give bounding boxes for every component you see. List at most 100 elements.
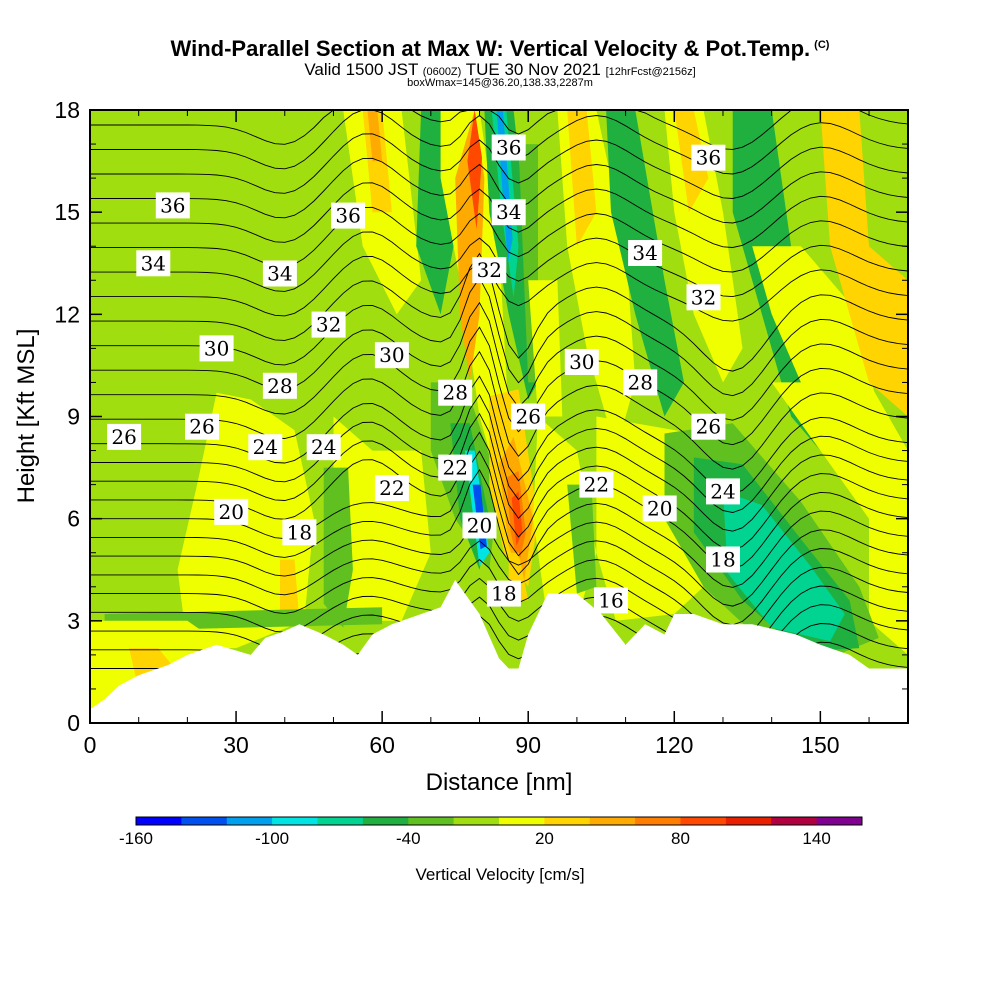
valid-prefix: Valid 1500 JST (304, 60, 419, 79)
colorbar-swatch (499, 817, 545, 825)
colorbar-swatch (226, 817, 273, 825)
contour-label-bg (706, 478, 740, 505)
contour-label-text: 36 (496, 136, 521, 160)
contour-label-bg (511, 403, 546, 430)
contour-label-bg (594, 587, 628, 614)
contour-label-text: 30 (569, 350, 594, 374)
isentrope (90, 469, 908, 588)
contour-label-text: 36 (160, 193, 185, 217)
contour-label: 22 (579, 471, 614, 498)
contour-label-text: 30 (379, 343, 404, 367)
x-tick-label: 0 (84, 732, 97, 758)
chart-title: Wind-Parallel Section at Max W: Vertical… (0, 36, 1000, 62)
y-tick-label: 18 (54, 97, 80, 123)
contour-label-bg (579, 471, 614, 498)
contour-label-bg (282, 519, 317, 546)
contour-label-text: 20 (647, 497, 672, 521)
contour-label: 30 (374, 342, 409, 369)
contour-label: 26 (185, 413, 219, 440)
contour-label-text: 22 (442, 456, 467, 480)
contour-label-bg (642, 495, 677, 522)
contour-label: 28 (262, 372, 297, 399)
isentrope (90, 255, 908, 322)
contour-label-bg (136, 250, 171, 277)
box-info: boxWmax=145@36.20,138.33,2287m (407, 77, 593, 89)
colorbar-tick-label: -40 (396, 829, 421, 848)
contour-label: 36 (331, 202, 366, 229)
valid-date: TUE 30 Nov 2021 (465, 60, 601, 79)
contour-labels: 36 34 34 32 30 30 28 26 26 24 24 22 20 18 36 36 34 32 28 26… (107, 134, 740, 614)
contour-label-bg (374, 342, 409, 369)
y-axis-label: Height [Kft MSL] (13, 329, 40, 504)
contour-label: 34 (136, 250, 171, 277)
contour-label: 22 (374, 475, 409, 501)
velocity-region (567, 110, 597, 247)
contour-label: 24 (248, 434, 283, 461)
colorbar-swatch (771, 817, 817, 825)
contour-label-bg (248, 434, 283, 461)
contour-label-text: 30 (204, 336, 229, 360)
contour-label: 30 (199, 335, 234, 362)
contour-label-bg (491, 134, 526, 161)
contour-label-text: 24 (311, 435, 336, 459)
contour-label-bg (472, 257, 507, 284)
contour-label: 20 (462, 512, 497, 539)
x-tick-label: 60 (369, 732, 395, 758)
contour-label-text: 36 (696, 146, 721, 170)
contour-label-bg (438, 454, 473, 481)
contour-label-text: 26 (696, 415, 721, 439)
contour-label-bg (262, 260, 297, 287)
contour-label-bg (438, 379, 473, 406)
colorbar-swatch (680, 817, 727, 825)
velocity-region (674, 110, 709, 213)
contour-label: 32 (472, 257, 507, 284)
isentrope (90, 301, 908, 421)
contour-label-bg (199, 335, 234, 362)
contour-label-bg (306, 434, 341, 461)
colorbar-swatch (181, 817, 228, 825)
isentrope (90, 110, 908, 150)
x-axis-label: Distance [nm] (426, 769, 573, 796)
contour-label-text: 26 (189, 415, 214, 439)
contour-label-bg (564, 349, 599, 375)
contour-label: 28 (438, 379, 473, 406)
colorbar-tick-label: -100 (255, 829, 289, 848)
contour-label-bg (214, 498, 249, 525)
colorbar-tick-label: 80 (671, 829, 690, 848)
valid-time: Valid 1500 JST (0600Z) TUE 30 Nov 2021 [… (0, 60, 1000, 80)
colorbar: -160 -100 -40 20 80 140 (119, 816, 863, 848)
velocity-region (723, 491, 845, 642)
copyright-mark: (C) (814, 38, 830, 51)
contour-label-text: 26 (515, 405, 540, 429)
contour-label: 20 (642, 495, 677, 522)
colorbar-tick-label: 140 (802, 829, 830, 848)
contour-label-text: 32 (477, 258, 502, 282)
contour-label: 18 (486, 580, 521, 607)
contour-label-bg (691, 413, 726, 440)
x-tick-label: 90 (515, 732, 541, 758)
x-tick-label: 150 (801, 732, 839, 758)
isentrope (90, 350, 908, 470)
contour-label-bg (628, 240, 663, 266)
isentrope (90, 521, 908, 607)
x-tick-label: 30 (223, 732, 249, 758)
contour-label-bg (155, 192, 190, 219)
colorbar-swatch (408, 817, 454, 825)
contour-label-text: 20 (467, 514, 492, 538)
contour-label: 36 (691, 144, 726, 171)
contour-label-text: 22 (379, 476, 404, 500)
isentrope (90, 206, 908, 273)
contour-label-bg (462, 512, 497, 539)
colorbar-swatch (635, 817, 681, 825)
isentrope (90, 412, 908, 532)
velocity-region (664, 110, 743, 383)
contour-label: 26 (511, 403, 546, 430)
contour-label-text: 34 (267, 262, 292, 286)
contour-label: 34 (491, 199, 526, 226)
isentrope (90, 326, 908, 446)
contour-label: 24 (706, 478, 740, 505)
colorbar-frame (135, 816, 863, 826)
colorbar-swatch (816, 817, 863, 825)
colorbar-swatch (589, 817, 636, 825)
